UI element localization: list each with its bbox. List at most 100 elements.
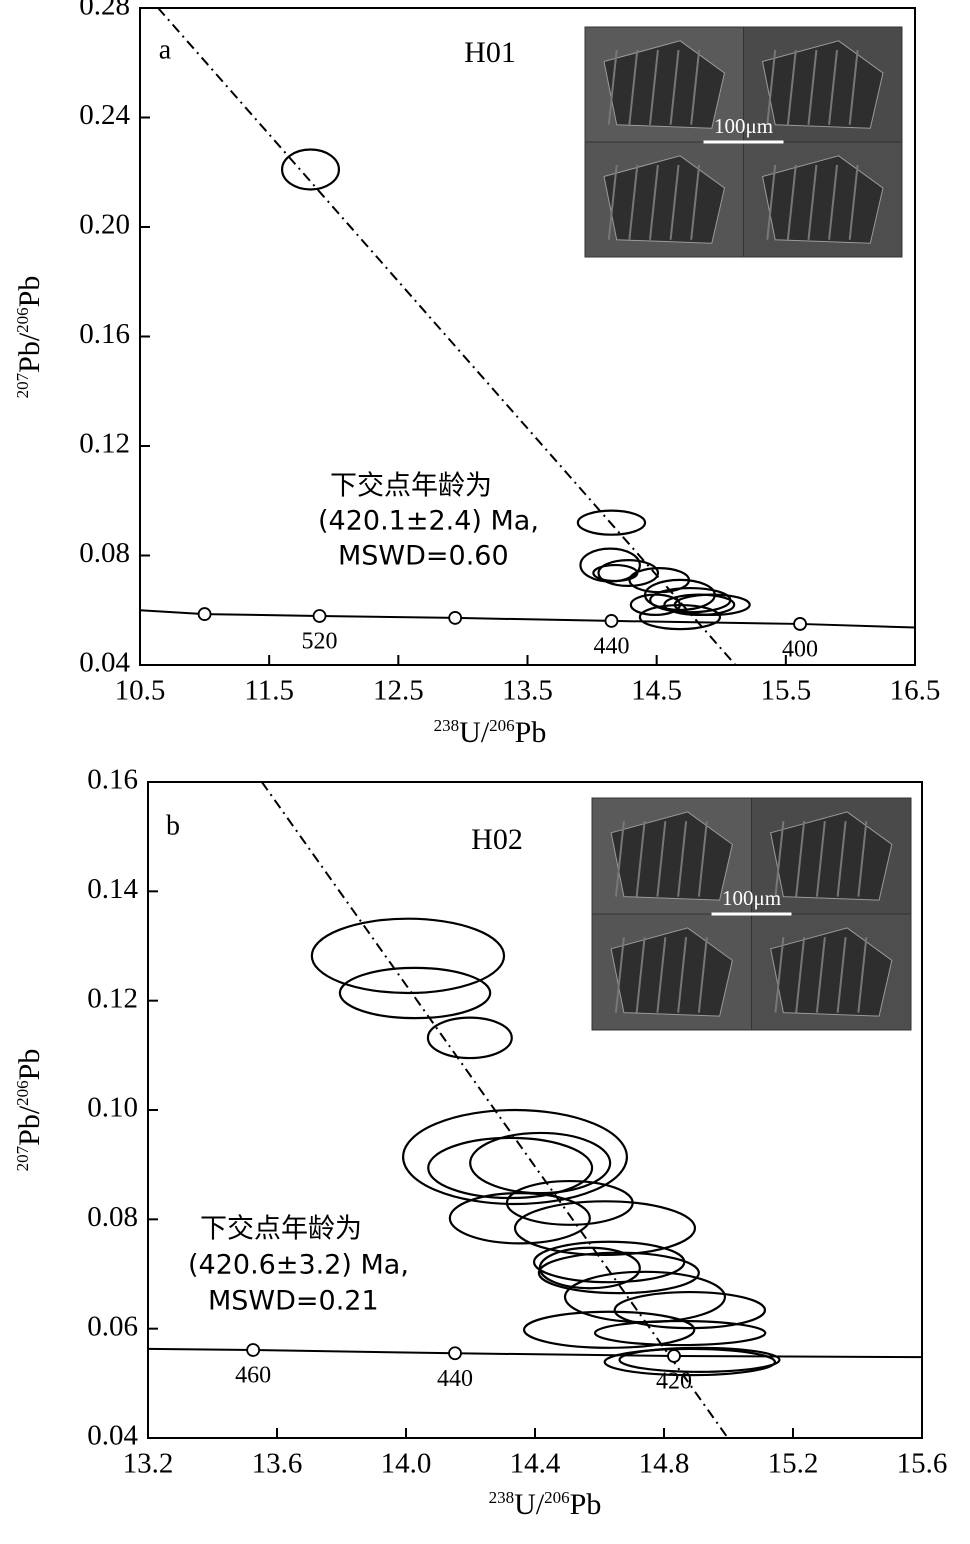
label-superscript: 206 [13,307,32,333]
age-marker [312,609,327,623]
annotation: 下交点年龄为 [330,471,492,502]
error-ellipse [522,1310,696,1349]
label-superscript: 206 [489,716,515,735]
grain-band [628,49,639,125]
grain-band [766,164,777,240]
error-ellipse [538,1246,641,1290]
grain [603,40,726,129]
label-superscript: 238 [489,1488,515,1507]
label-superscript: 238 [434,716,460,735]
scale-label: 100μm [714,114,773,138]
grain-band [614,937,625,1013]
x-tick-label: 13.2 [123,1448,174,1480]
error-ellipse [629,593,682,617]
label-superscript: 207 [13,372,32,398]
concordia-curve [147,1347,923,1359]
x-tick-label: 13.6 [252,1448,303,1480]
annotation: (420.6±3.2) Ma, [188,1250,409,1281]
y-tick-label: 0.20 [79,209,130,241]
x-tick-label: 11.5 [244,675,294,707]
label-text: U/ [459,716,490,749]
panel-label: a [159,34,172,65]
grain-band [857,937,868,1013]
grain-band [836,821,847,897]
age-marker [793,617,807,631]
x-tick-label: 15.5 [760,675,811,707]
error-ellipse [618,1346,781,1373]
error-ellipse [576,509,647,536]
label-text: Pb [13,276,46,308]
label-superscript: 206 [544,1488,570,1507]
y-tick-label: 0.08 [87,1201,138,1233]
annotation: 下交点年龄为 [200,1214,362,1245]
age-marker [448,611,463,625]
grain [603,155,726,244]
x-tick-label: 12.5 [373,675,424,707]
grain-band [677,937,688,1013]
grain-band [648,164,659,240]
x-tick-label: 13.5 [502,675,553,707]
grain-band [697,937,708,1013]
label-text: Pb [515,716,547,749]
x-axis-label: 238U/206Pb [489,1488,602,1521]
y-tick-label: 0.06 [87,1310,138,1342]
label-superscript: 206 [13,1080,32,1106]
label-text: U/ [514,1488,545,1521]
age-label: 520 [302,628,338,654]
error-ellipse [638,603,722,631]
y-tick-label: 0.16 [87,764,138,796]
grain-band [795,821,806,897]
grain-band [848,49,859,125]
grain-band [807,164,818,240]
x-tick-label: 14.8 [639,1448,690,1480]
age-marker [667,1349,681,1363]
grain-band [815,821,826,897]
discordia-line [157,7,737,666]
grain-band [607,49,618,125]
annotation: MSWD=0.21 [208,1286,379,1317]
chart-title: H02 [471,823,523,856]
error-ellipse [401,1108,629,1206]
grain-band [848,164,859,240]
error-ellipse [532,1240,686,1284]
grain-band [669,49,680,125]
y-tick-label: 0.12 [87,982,138,1014]
x-tick-label: 14.4 [510,1448,561,1480]
grain-band [795,937,806,1013]
grain-band [648,49,659,125]
grain-band [656,821,667,897]
annotation: (420.1±2.4) Ma, [318,506,539,537]
grain-band [635,821,646,897]
label-text: Pb [570,1488,602,1521]
error-ellipse [448,1191,591,1245]
grain [770,927,893,1017]
scale-label: 100μm [722,886,781,910]
x-tick-label: 10.5 [115,675,166,707]
grain-band [807,49,818,125]
grain [610,811,733,901]
y-tick-label: 0.28 [79,0,130,22]
error-ellipse [338,966,492,1020]
grain-band [656,937,667,1013]
age-label: 460 [235,1362,271,1388]
grain-band [628,164,639,240]
grain-band [766,49,777,125]
grain-band [774,937,785,1013]
age-label: 420 [656,1369,692,1395]
x-axis-label: 238U/206Pb [434,716,547,749]
y-tick-label: 0.14 [87,873,138,905]
error-ellipse [426,1016,513,1060]
grain-band [697,821,708,897]
chart-title: H01 [464,36,516,69]
y-axis-label: 207Pb/206Pb [13,276,46,399]
grain [761,155,884,244]
panel-label: b [166,810,180,841]
annotation: MSWD=0.60 [338,541,509,572]
error-ellipse [613,1290,767,1330]
y-tick-label: 0.12 [79,428,130,460]
grain-band [836,937,847,1013]
label-text: Pb/ [13,1105,46,1146]
grain-band [614,821,625,897]
label-text: Pb [13,1049,46,1081]
y-tick-label: 0.04 [79,647,130,679]
